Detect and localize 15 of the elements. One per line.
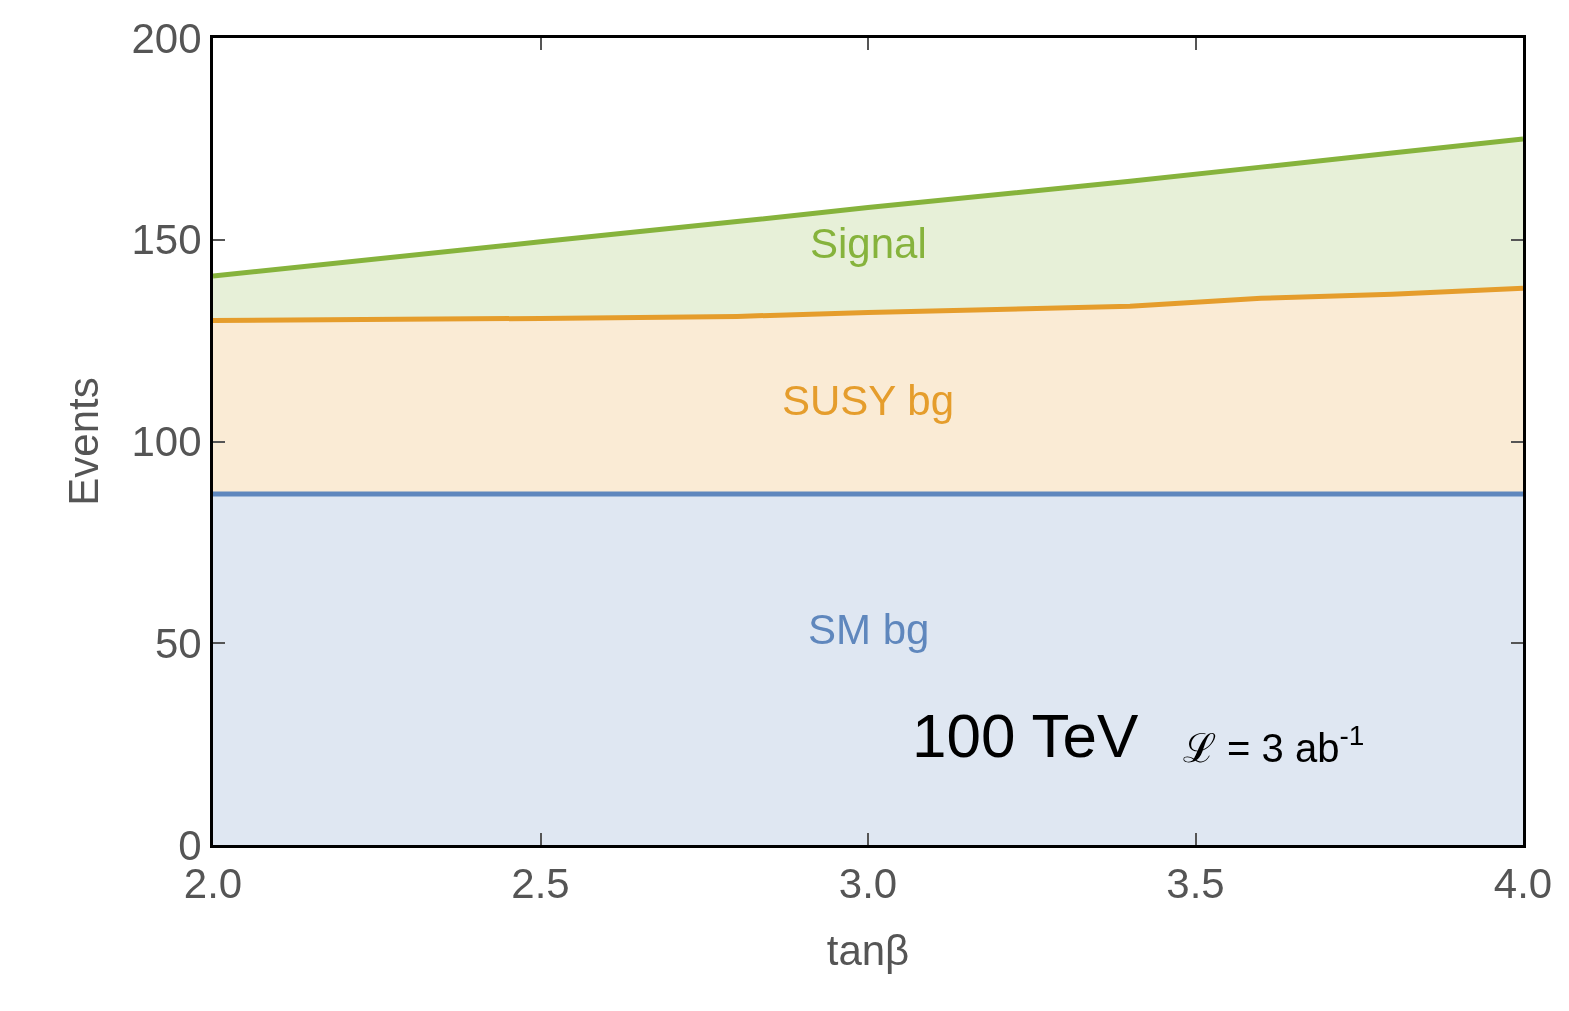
x-axis-title: tanβ: [826, 927, 910, 975]
series-label: SM bg: [808, 606, 930, 653]
x-tick-label: 3.5: [1166, 860, 1225, 908]
y-tick-label: 100: [131, 418, 202, 466]
y-tick-label: 150: [131, 216, 202, 264]
x-tick-label: 3.0: [838, 860, 898, 908]
y-tick-label: 50: [154, 619, 202, 667]
annotation: ℒ = 3 ab$^{-1}$: [1183, 720, 1365, 770]
x-tick-label: 4.0: [1493, 860, 1553, 908]
x-tick-label: 2.5: [511, 860, 570, 908]
annotation: 100 TeV: [912, 701, 1140, 770]
series-label: Signal: [810, 220, 927, 267]
y-tick-label: 200: [131, 14, 202, 62]
y-axis-title: Events: [60, 377, 108, 506]
series-label: SUSY bg: [782, 377, 954, 424]
